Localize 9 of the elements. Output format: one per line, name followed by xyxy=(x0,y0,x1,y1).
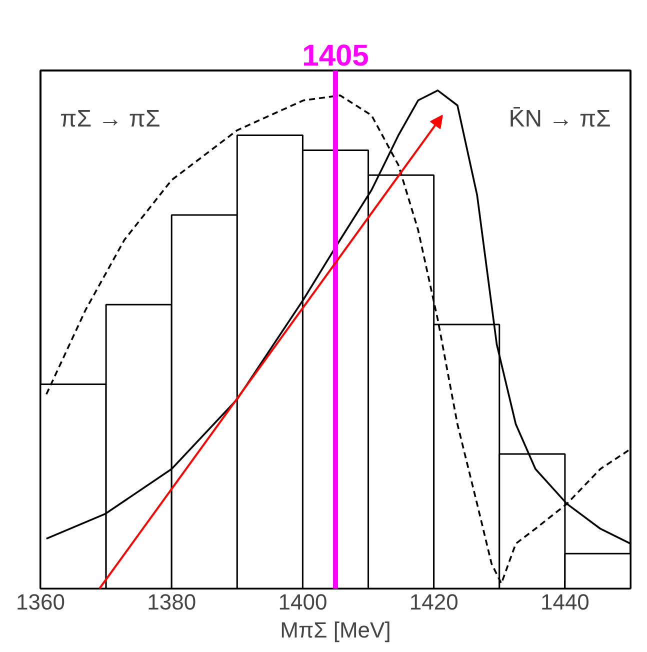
x-tick-label: 1420 xyxy=(409,590,458,614)
x-axis-title: MπΣ [MeV] xyxy=(280,618,391,642)
ref-line-label: 1405 xyxy=(302,40,369,72)
x-tick-label: 1360 xyxy=(16,590,65,614)
series-label: πΣ → πΣ xyxy=(60,106,160,133)
x-tick-label: 1380 xyxy=(147,590,196,614)
series-label: K̄N → πΣ xyxy=(508,106,611,133)
x-tick-label: 1400 xyxy=(278,590,328,614)
x-tick-label: 1440 xyxy=(540,590,590,614)
